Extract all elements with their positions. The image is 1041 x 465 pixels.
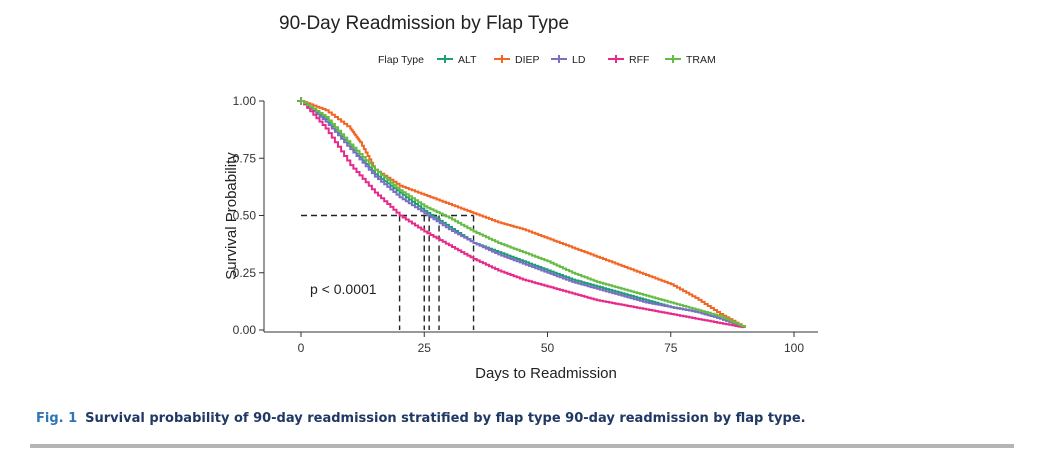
bottom-divider (30, 444, 1014, 448)
y-tick-label: 0.50 (233, 209, 257, 223)
y-axis-label: Survival Probability (223, 152, 240, 280)
legend-label-diep: DIEP (515, 54, 540, 66)
survival-chart: 90-Day Readmission by Flap Type Flap Typ… (223, 13, 818, 382)
y-tick-label: 0.00 (233, 323, 257, 337)
x-tick-label: 50 (541, 341, 555, 355)
p-value-annotation: p < 0.0001 (310, 281, 377, 297)
x-tick-label: 75 (664, 341, 678, 355)
caption-text: Survival probability of 90-day readmissi… (85, 411, 806, 426)
y-tick-label: 0.25 (233, 266, 257, 280)
series-start-marker (297, 97, 305, 105)
x-ticks: 0 25 50 75 100 (298, 332, 804, 355)
y-ticks: 0.00 0.25 0.50 0.75 1.00 (233, 94, 264, 337)
legend-label-rff: RFF (629, 54, 649, 66)
legend-label-tram: TRAM (686, 54, 716, 66)
y-tick-label: 1.00 (233, 94, 257, 108)
series-line-ld (301, 100, 746, 328)
plot-area: 0.00 0.25 0.50 0.75 1.00 0 25 50 75 100 p < 0.00… (233, 94, 818, 355)
series-lines (297, 97, 746, 329)
series-line-rff (301, 100, 746, 329)
chart-title: 90-Day Readmission by Flap Type (279, 13, 569, 34)
legend: Flap Type ALT DIEP LD RFF TRAM (378, 54, 716, 66)
series-line-tram (301, 100, 746, 328)
legend-label-ld: LD (572, 54, 586, 66)
legend-label-alt: ALT (458, 54, 477, 66)
figure-caption: Fig. 1 Survival probability of 90-day rea… (36, 411, 1016, 426)
x-tick-label: 25 (418, 341, 432, 355)
x-tick-label: 0 (298, 341, 305, 355)
series-line-diep (301, 100, 746, 328)
legend-title: Flap Type (378, 54, 424, 66)
x-axis-label: Days to Readmission (475, 365, 617, 382)
figure-number: Fig. 1 (36, 411, 78, 426)
x-tick-label: 100 (784, 341, 804, 355)
median-lines (301, 214, 475, 330)
y-tick-label: 0.75 (233, 151, 257, 165)
